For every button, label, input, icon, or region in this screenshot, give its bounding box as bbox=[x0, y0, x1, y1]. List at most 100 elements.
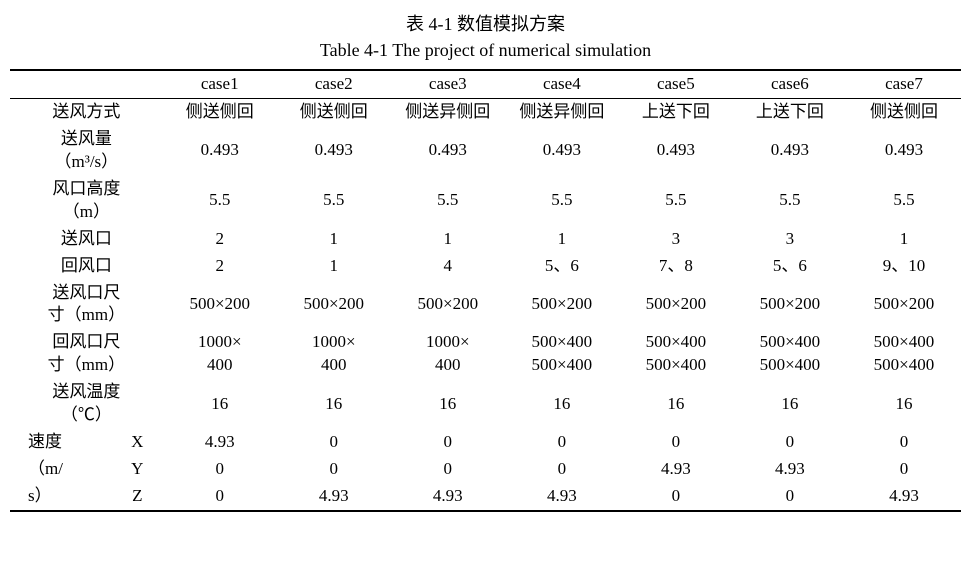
cell: 0 bbox=[391, 456, 505, 483]
col-case1: case1 bbox=[163, 70, 277, 98]
cell: 500×400500×400 bbox=[733, 329, 847, 379]
col-case4: case4 bbox=[505, 70, 619, 98]
label-velocity-x: X bbox=[112, 429, 163, 456]
label-return-size: 回风口尺 寸（mm） bbox=[10, 329, 163, 379]
cell: 0.493 bbox=[505, 126, 619, 176]
col-case5: case5 bbox=[619, 70, 733, 98]
cell: 0 bbox=[391, 429, 505, 456]
label-air-volume-l1: 送风量 bbox=[61, 129, 112, 148]
row-return-size: 回风口尺 寸（mm） 1000×400 1000×400 1000×400 50… bbox=[10, 329, 961, 379]
cell: 5.5 bbox=[163, 176, 277, 226]
cell: 1 bbox=[391, 226, 505, 253]
cell: 0 bbox=[277, 429, 391, 456]
cell: 5.5 bbox=[733, 176, 847, 226]
cell: 5.5 bbox=[505, 176, 619, 226]
cell: 5、6 bbox=[505, 253, 619, 280]
row-supply-size: 送风口尺 寸（mm） 500×200 500×200 500×200 500×2… bbox=[10, 280, 961, 330]
cell: 4.93 bbox=[619, 456, 733, 483]
label-supply-outlet: 送风口 bbox=[10, 226, 163, 253]
label-supply-temp-l1: 送风温度 bbox=[52, 382, 120, 401]
cell: 侧送侧回 bbox=[277, 98, 391, 125]
cell: 0 bbox=[163, 483, 277, 511]
cell: 4.93 bbox=[391, 483, 505, 511]
cell: 500×200 bbox=[505, 280, 619, 330]
cell: 16 bbox=[733, 379, 847, 429]
cell: 0 bbox=[619, 429, 733, 456]
label-velocity-l2: （m/ bbox=[10, 456, 112, 483]
row-air-supply-mode: 送风方式 侧送侧回 侧送侧回 侧送异侧回 侧送异侧回 上送下回 上送下回 侧送侧… bbox=[10, 98, 961, 125]
cell: 0.493 bbox=[391, 126, 505, 176]
cell: 5.5 bbox=[847, 176, 961, 226]
label-return-size-l2: 寸（mm） bbox=[48, 355, 125, 374]
cell: 2 bbox=[163, 226, 277, 253]
cell: 5.5 bbox=[277, 176, 391, 226]
label-velocity-z: Z bbox=[112, 483, 163, 511]
label-supply-size: 送风口尺 寸（mm） bbox=[10, 280, 163, 330]
cell: 0 bbox=[277, 456, 391, 483]
simulation-table: case1 case2 case3 case4 case5 case6 case… bbox=[10, 69, 961, 512]
cell: 500×400500×400 bbox=[619, 329, 733, 379]
cell: 0 bbox=[733, 429, 847, 456]
header-blank bbox=[10, 70, 163, 98]
label-supply-temp-l2: （℃） bbox=[61, 405, 112, 424]
row-supply-temp: 送风温度 （℃） 16 16 16 16 16 16 16 bbox=[10, 379, 961, 429]
label-air-supply-mode: 送风方式 bbox=[10, 98, 163, 125]
cell: 500×200 bbox=[733, 280, 847, 330]
cell: 500×400500×400 bbox=[847, 329, 961, 379]
cell: 4.93 bbox=[163, 429, 277, 456]
col-case2: case2 bbox=[277, 70, 391, 98]
label-return-outlet: 回风口 bbox=[10, 253, 163, 280]
cell: 0 bbox=[847, 456, 961, 483]
cell: 16 bbox=[847, 379, 961, 429]
cell: 7、8 bbox=[619, 253, 733, 280]
cell: 1 bbox=[277, 226, 391, 253]
label-velocity-y: Y bbox=[112, 456, 163, 483]
cell: 5.5 bbox=[391, 176, 505, 226]
cell: 4.93 bbox=[733, 456, 847, 483]
cell: 1 bbox=[505, 226, 619, 253]
row-outlet-height: 风口高度 （m） 5.5 5.5 5.5 5.5 5.5 5.5 5.5 bbox=[10, 176, 961, 226]
cell: 0.493 bbox=[277, 126, 391, 176]
label-outlet-height-l2: （m） bbox=[63, 202, 110, 221]
cell: 5.5 bbox=[619, 176, 733, 226]
table-header-row: case1 case2 case3 case4 case5 case6 case… bbox=[10, 70, 961, 98]
row-velocity-z: s） Z 0 4.93 4.93 4.93 0 0 4.93 bbox=[10, 483, 961, 511]
row-air-volume: 送风量 （m³/s） 0.493 0.493 0.493 0.493 0.493… bbox=[10, 126, 961, 176]
label-return-size-l1: 回风口尺 bbox=[52, 332, 120, 351]
label-supply-size-l1: 送风口尺 bbox=[52, 283, 120, 302]
row-return-outlet: 回风口 2 1 4 5、6 7、8 5、6 9、10 bbox=[10, 253, 961, 280]
col-case7: case7 bbox=[847, 70, 961, 98]
cell: 上送下回 bbox=[733, 98, 847, 125]
cell: 0.493 bbox=[163, 126, 277, 176]
row-velocity-y: （m/ Y 0 0 0 0 4.93 4.93 0 bbox=[10, 456, 961, 483]
cell: 0.493 bbox=[733, 126, 847, 176]
cell: 0.493 bbox=[619, 126, 733, 176]
cell: 500×200 bbox=[619, 280, 733, 330]
label-supply-temp: 送风温度 （℃） bbox=[10, 379, 163, 429]
cell: 500×200 bbox=[277, 280, 391, 330]
label-outlet-height-l1: 风口高度 bbox=[52, 179, 120, 198]
label-velocity-l3: s） bbox=[10, 483, 112, 511]
cell: 0 bbox=[505, 429, 619, 456]
label-air-volume: 送风量 （m³/s） bbox=[10, 126, 163, 176]
cell: 16 bbox=[391, 379, 505, 429]
cell: 1 bbox=[277, 253, 391, 280]
cell: 500×200 bbox=[163, 280, 277, 330]
cell: 16 bbox=[163, 379, 277, 429]
cell: 0 bbox=[163, 456, 277, 483]
cell: 4.93 bbox=[277, 483, 391, 511]
row-supply-outlet: 送风口 2 1 1 1 3 3 1 bbox=[10, 226, 961, 253]
cell: 1000×400 bbox=[277, 329, 391, 379]
cell: 500×400500×400 bbox=[505, 329, 619, 379]
cell: 16 bbox=[277, 379, 391, 429]
cell: 侧送侧回 bbox=[163, 98, 277, 125]
cell: 500×200 bbox=[391, 280, 505, 330]
cell: 500×200 bbox=[847, 280, 961, 330]
cell: 1000×400 bbox=[391, 329, 505, 379]
table-caption-cn: 表 4-1 数值模拟方案 bbox=[10, 10, 961, 36]
cell: 0 bbox=[847, 429, 961, 456]
cell: 1000×400 bbox=[163, 329, 277, 379]
cell: 4 bbox=[391, 253, 505, 280]
cell: 4.93 bbox=[847, 483, 961, 511]
cell: 侧送异侧回 bbox=[391, 98, 505, 125]
